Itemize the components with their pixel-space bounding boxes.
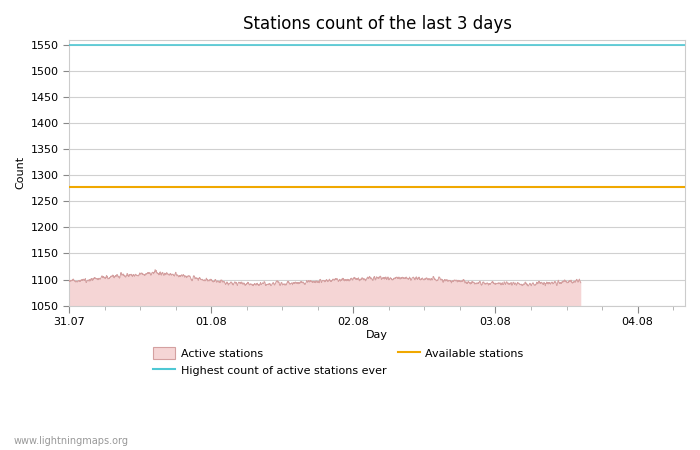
Legend: Active stations, Highest count of active stations ever, Available stations: Active stations, Highest count of active… xyxy=(148,343,528,380)
Text: www.lightningmaps.org: www.lightningmaps.org xyxy=(14,436,129,446)
Title: Stations count of the last 3 days: Stations count of the last 3 days xyxy=(242,15,512,33)
Y-axis label: Count: Count xyxy=(15,156,25,189)
X-axis label: Day: Day xyxy=(366,330,388,340)
